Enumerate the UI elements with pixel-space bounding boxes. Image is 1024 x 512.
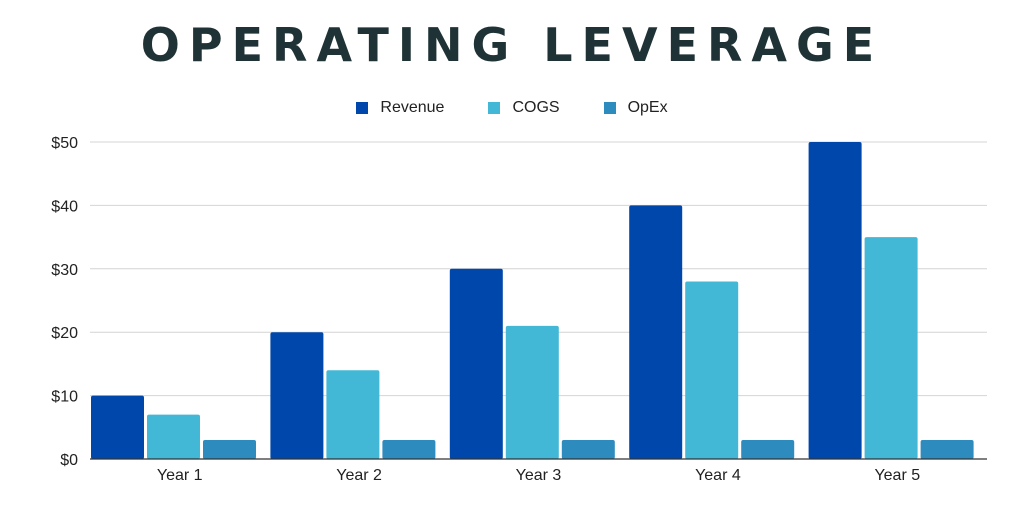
bar-cogs-year-1 bbox=[147, 414, 200, 459]
bars bbox=[91, 142, 974, 459]
bar-opex-year-1 bbox=[203, 439, 256, 459]
bar-cogs-year-2 bbox=[326, 370, 380, 459]
legend-label-revenue: Revenue bbox=[380, 99, 445, 116]
x-tick-label: Year 5 bbox=[874, 467, 920, 484]
bar-revenue-year-2 bbox=[270, 332, 324, 459]
bar-opex-year-2 bbox=[382, 439, 436, 459]
legend-item-revenue: Revenue bbox=[356, 99, 444, 117]
x-tick-label: Year 3 bbox=[516, 467, 562, 484]
bar-opex-year-5 bbox=[920, 439, 974, 459]
bar-revenue-year-5 bbox=[808, 142, 862, 459]
bar-cogs-year-4 bbox=[685, 281, 739, 459]
bar-opex-year-3 bbox=[561, 439, 615, 459]
y-tick-label: $10 bbox=[51, 389, 78, 406]
bar-revenue-year-3 bbox=[449, 268, 503, 459]
y-tick-label: $40 bbox=[51, 198, 78, 215]
chart-legend: Revenue COGS OpEx bbox=[0, 99, 1024, 117]
x-tick-label: Year 1 bbox=[157, 467, 203, 484]
x-tick-label: Year 2 bbox=[336, 467, 382, 484]
legend-item-cogs: COGS bbox=[488, 99, 560, 117]
y-tick-label: $0 bbox=[60, 452, 78, 469]
bar-opex-year-4 bbox=[741, 439, 795, 459]
legend-label-opex: OpEx bbox=[627, 99, 668, 116]
axes: $0 $10 $20 $30 $40 $50 Year 1 Year 2 Year 3 Year … bbox=[51, 135, 987, 484]
y-tick-label: $20 bbox=[51, 325, 78, 342]
y-tick-label: $50 bbox=[51, 135, 78, 152]
x-tick-label: Year 4 bbox=[695, 467, 741, 484]
legend-item-opex: OpEx bbox=[603, 99, 668, 117]
bar-cogs-year-3 bbox=[505, 325, 559, 459]
legend-swatch-cogs bbox=[488, 102, 501, 114]
chart-title: OPERATING LEVERAGE bbox=[140, 18, 884, 72]
y-tick-label: $30 bbox=[51, 262, 78, 279]
bar-cogs-year-5 bbox=[864, 237, 918, 459]
legend-label-cogs: COGS bbox=[512, 99, 560, 116]
legend-swatch-revenue bbox=[356, 102, 369, 114]
bar-revenue-year-4 bbox=[629, 205, 683, 459]
legend-swatch-opex bbox=[603, 102, 616, 114]
bar-revenue-year-1 bbox=[91, 395, 144, 459]
